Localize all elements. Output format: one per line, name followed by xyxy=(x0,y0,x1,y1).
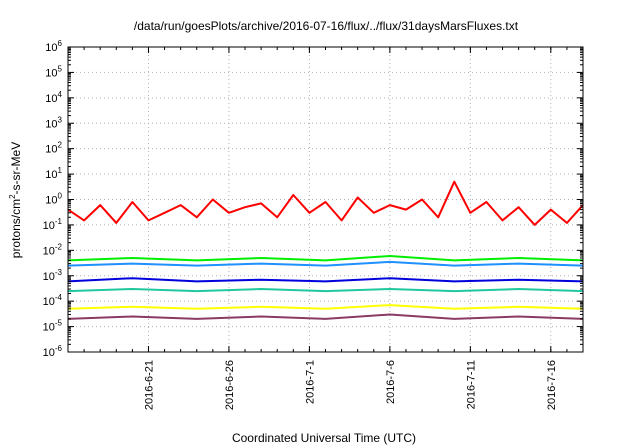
series-line-6 xyxy=(67,304,584,310)
y-tick-label: 10-5 xyxy=(43,319,63,334)
y-tick-label: 103 xyxy=(45,115,62,130)
y-tick-label: 10-2 xyxy=(43,242,63,257)
y-tick-label: 10-4 xyxy=(43,293,63,308)
x-axis: 2016-6-21 2016-6-26 2016-7-1 2016-7-6 2016-7… xyxy=(67,47,584,410)
x-tick-label: 2016-6-26 xyxy=(224,360,236,410)
series-line-5 xyxy=(67,288,584,293)
y-tick-label: 10-1 xyxy=(43,217,63,232)
y-tick-label: 106 xyxy=(45,39,62,54)
series-group xyxy=(67,180,584,320)
series-line-4 xyxy=(67,277,584,283)
y-tick-label: 10-6 xyxy=(43,344,63,359)
y-axis-label: protons/cm2-s-sr-MeV xyxy=(8,142,23,258)
y-tick-label: 100 xyxy=(45,192,62,207)
x-axis-label: Coordinated Universal Time (UTC) xyxy=(232,431,416,445)
series-line-2 xyxy=(67,255,584,262)
y-tick-label: 10-3 xyxy=(43,268,63,283)
x-tick-label: 2016-7-1 xyxy=(304,360,316,404)
series-line-7 xyxy=(67,313,584,320)
x-tick-label: 2016-7-16 xyxy=(546,360,558,410)
y-tick-label: 101 xyxy=(45,166,62,181)
y-tick-label: 105 xyxy=(45,64,62,79)
series-line-3 xyxy=(67,260,584,267)
y-tick-label: 102 xyxy=(45,141,62,156)
x-tick-label: 2016-6-21 xyxy=(143,360,155,410)
grid xyxy=(68,47,583,352)
chart-title: /data/run/goesPlots/archive/2016-07-16/f… xyxy=(134,19,519,33)
series-line-1 xyxy=(67,180,584,226)
y-tick-label: 104 xyxy=(45,90,62,105)
x-tick-label: 2016-7-6 xyxy=(385,360,397,404)
y-axis: 10-6 10-5 10-4 10-3 10-2 10-1 100 101 102 103 104 1… xyxy=(43,39,583,359)
x-tick-label: 2016-7-11 xyxy=(465,360,477,409)
